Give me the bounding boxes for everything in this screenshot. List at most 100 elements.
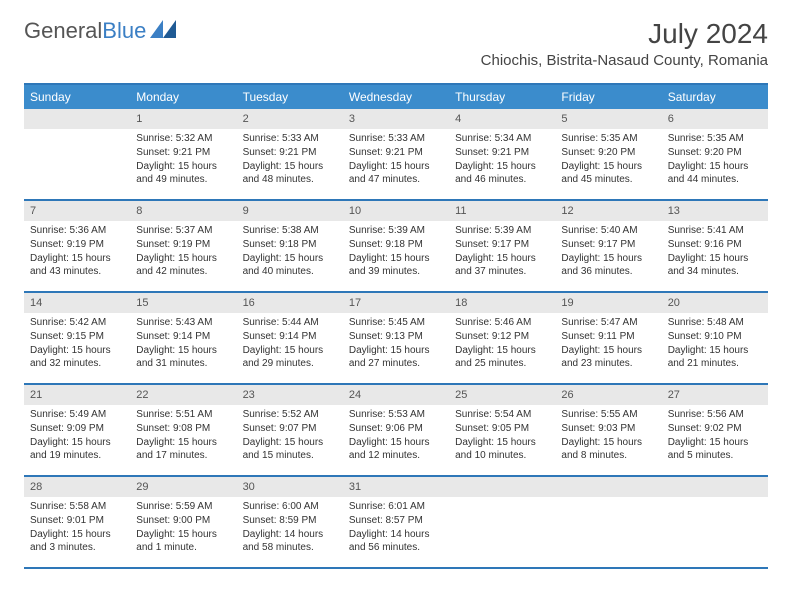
day-header: Friday (555, 85, 661, 109)
day-number: 30 (237, 477, 343, 497)
sunset: Sunset: 9:10 PM (668, 330, 762, 343)
sunrise: Sunrise: 5:36 AM (30, 224, 124, 237)
sunrise: Sunrise: 5:40 AM (561, 224, 655, 237)
day-cell: 30Sunrise: 6:00 AMSunset: 8:59 PMDayligh… (237, 477, 343, 567)
day-number: 21 (24, 385, 130, 405)
day-details: Sunrise: 5:54 AMSunset: 9:05 PMDaylight:… (449, 405, 555, 468)
sunrise: Sunrise: 5:37 AM (136, 224, 230, 237)
day-number: 3 (343, 109, 449, 129)
daylight: Daylight: 15 hours and 27 minutes. (349, 344, 443, 370)
day-number: . (662, 477, 768, 497)
day-cell: 15Sunrise: 5:43 AMSunset: 9:14 PMDayligh… (130, 293, 236, 383)
day-number: . (24, 109, 130, 129)
month-title: July 2024 (481, 18, 768, 50)
sunset: Sunset: 9:20 PM (561, 146, 655, 159)
daylight: Daylight: 15 hours and 39 minutes. (349, 252, 443, 278)
daylight: Daylight: 15 hours and 47 minutes. (349, 160, 443, 186)
day-details: Sunrise: 6:01 AMSunset: 8:57 PMDaylight:… (343, 497, 449, 560)
title-block: July 2024 Chiochis, Bistrita-Nasaud Coun… (481, 18, 768, 69)
sunrise: Sunrise: 5:44 AM (243, 316, 337, 329)
week-row: 7Sunrise: 5:36 AMSunset: 9:19 PMDaylight… (24, 201, 768, 293)
day-number: 4 (449, 109, 555, 129)
daylight: Daylight: 15 hours and 10 minutes. (455, 436, 549, 462)
daylight: Daylight: 15 hours and 23 minutes. (561, 344, 655, 370)
daylight: Daylight: 15 hours and 8 minutes. (561, 436, 655, 462)
sunset: Sunset: 9:21 PM (243, 146, 337, 159)
daylight: Daylight: 15 hours and 37 minutes. (455, 252, 549, 278)
day-number: 19 (555, 293, 661, 313)
daylight: Daylight: 15 hours and 42 minutes. (136, 252, 230, 278)
logo-icon (150, 18, 176, 44)
day-cell: 26Sunrise: 5:55 AMSunset: 9:03 PMDayligh… (555, 385, 661, 475)
sunset: Sunset: 9:16 PM (668, 238, 762, 251)
sunrise: Sunrise: 5:59 AM (136, 500, 230, 513)
day-cell: 17Sunrise: 5:45 AMSunset: 9:13 PMDayligh… (343, 293, 449, 383)
sunset: Sunset: 9:17 PM (455, 238, 549, 251)
day-details: Sunrise: 5:32 AMSunset: 9:21 PMDaylight:… (130, 129, 236, 192)
sunset: Sunset: 9:18 PM (349, 238, 443, 251)
day-number: 10 (343, 201, 449, 221)
sunset: Sunset: 9:02 PM (668, 422, 762, 435)
day-details: Sunrise: 5:35 AMSunset: 9:20 PMDaylight:… (555, 129, 661, 192)
sunrise: Sunrise: 5:54 AM (455, 408, 549, 421)
day-number: 26 (555, 385, 661, 405)
day-number: 7 (24, 201, 130, 221)
day-cell: 19Sunrise: 5:47 AMSunset: 9:11 PMDayligh… (555, 293, 661, 383)
sunset: Sunset: 9:17 PM (561, 238, 655, 251)
sunrise: Sunrise: 5:55 AM (561, 408, 655, 421)
day-number: 25 (449, 385, 555, 405)
sunset: Sunset: 9:01 PM (30, 514, 124, 527)
week-row: 14Sunrise: 5:42 AMSunset: 9:15 PMDayligh… (24, 293, 768, 385)
day-header: Saturday (662, 85, 768, 109)
sunrise: Sunrise: 5:45 AM (349, 316, 443, 329)
sunrise: Sunrise: 5:35 AM (668, 132, 762, 145)
day-header-row: Sunday Monday Tuesday Wednesday Thursday… (24, 85, 768, 109)
day-details: Sunrise: 5:39 AMSunset: 9:17 PMDaylight:… (449, 221, 555, 284)
sunset: Sunset: 9:03 PM (561, 422, 655, 435)
day-cell: 4Sunrise: 5:34 AMSunset: 9:21 PMDaylight… (449, 109, 555, 199)
day-cell: 21Sunrise: 5:49 AMSunset: 9:09 PMDayligh… (24, 385, 130, 475)
sunset: Sunset: 9:14 PM (136, 330, 230, 343)
day-number: 17 (343, 293, 449, 313)
sunrise: Sunrise: 5:39 AM (455, 224, 549, 237)
daylight: Daylight: 15 hours and 36 minutes. (561, 252, 655, 278)
day-details: Sunrise: 5:59 AMSunset: 9:00 PMDaylight:… (130, 497, 236, 560)
daylight: Daylight: 15 hours and 25 minutes. (455, 344, 549, 370)
day-number: 20 (662, 293, 768, 313)
day-number: 27 (662, 385, 768, 405)
day-details: Sunrise: 5:40 AMSunset: 9:17 PMDaylight:… (555, 221, 661, 284)
day-details: Sunrise: 5:37 AMSunset: 9:19 PMDaylight:… (130, 221, 236, 284)
day-cell: 22Sunrise: 5:51 AMSunset: 9:08 PMDayligh… (130, 385, 236, 475)
day-number: 15 (130, 293, 236, 313)
day-details: Sunrise: 5:56 AMSunset: 9:02 PMDaylight:… (662, 405, 768, 468)
day-details: Sunrise: 5:38 AMSunset: 9:18 PMDaylight:… (237, 221, 343, 284)
daylight: Daylight: 15 hours and 49 minutes. (136, 160, 230, 186)
sunrise: Sunrise: 5:52 AM (243, 408, 337, 421)
day-number: 16 (237, 293, 343, 313)
day-details: Sunrise: 5:34 AMSunset: 9:21 PMDaylight:… (449, 129, 555, 192)
day-number: 28 (24, 477, 130, 497)
day-number: . (555, 477, 661, 497)
sunset: Sunset: 9:21 PM (349, 146, 443, 159)
day-details: Sunrise: 5:36 AMSunset: 9:19 PMDaylight:… (24, 221, 130, 284)
sunset: Sunset: 9:14 PM (243, 330, 337, 343)
sunset: Sunset: 9:21 PM (136, 146, 230, 159)
sunset: Sunset: 9:20 PM (668, 146, 762, 159)
sunrise: Sunrise: 5:43 AM (136, 316, 230, 329)
sunrise: Sunrise: 5:42 AM (30, 316, 124, 329)
day-cell: 16 Sunrise: 5:44 AMSunset: 9:14 PMDayligh… (237, 293, 343, 383)
sunrise: Sunrise: 5:33 AM (243, 132, 337, 145)
sunset: Sunset: 9:18 PM (243, 238, 337, 251)
daylight: Daylight: 15 hours and 29 minutes. (243, 344, 337, 370)
day-cell: 23Sunrise: 5:52 AMSunset: 9:07 PMDayligh… (237, 385, 343, 475)
day-details: Sunrise: 5:55 AMSunset: 9:03 PMDaylight:… (555, 405, 661, 468)
day-cell: 25Sunrise: 5:54 AMSunset: 9:05 PMDayligh… (449, 385, 555, 475)
day-details: Sunrise: 5:43 AMSunset: 9:14 PMDaylight:… (130, 313, 236, 376)
day-details: Sunrise: 5:46 AMSunset: 9:12 PMDaylight:… (449, 313, 555, 376)
day-cell: 2Sunrise: 5:33 AMSunset: 9:21 PMDaylight… (237, 109, 343, 199)
week-row: 21Sunrise: 5:49 AMSunset: 9:09 PMDayligh… (24, 385, 768, 477)
day-details: Sunrise: 5:33 AMSunset: 9:21 PMDaylight:… (343, 129, 449, 192)
sunrise: Sunrise: 5:32 AM (136, 132, 230, 145)
day-details: Sunrise: 5:35 AMSunset: 9:20 PMDaylight:… (662, 129, 768, 192)
sunset: Sunset: 9:21 PM (455, 146, 549, 159)
